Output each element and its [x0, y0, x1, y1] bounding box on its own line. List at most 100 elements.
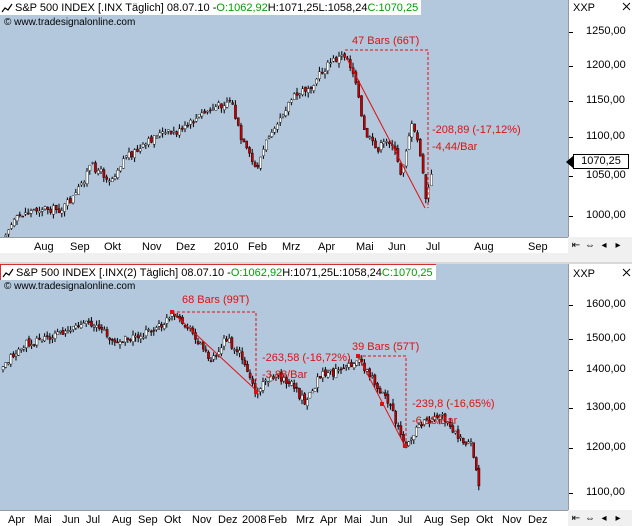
candle-body	[313, 388, 317, 392]
scroll-right-icon[interactable]: ▸	[615, 512, 621, 524]
zoom-out-icon[interactable]: ⇤	[571, 512, 581, 524]
watermark: © www.tradesignalonline.com	[4, 17, 136, 28]
candle-body	[27, 212, 30, 215]
candle-body	[242, 138, 246, 143]
y-tick-label: 1300,00	[586, 401, 626, 413]
candle-body	[295, 92, 299, 96]
candle-body	[64, 330, 67, 334]
candle-body	[443, 413, 447, 422]
candle-body	[161, 131, 165, 134]
candle-body	[90, 320, 93, 327]
chart-line-icon	[1, 2, 13, 14]
candle-body	[152, 135, 156, 145]
candle-body	[357, 81, 361, 98]
candle-body	[382, 141, 386, 144]
candle-body	[49, 208, 52, 213]
x-axis-bottom[interactable]: Apr Mai Jun Jul Aug Sep Okt Nov Dez 2008…	[0, 510, 568, 526]
fit-icon[interactable]: ⇔	[585, 239, 595, 251]
pane-divider[interactable]	[0, 262, 632, 264]
scroll-right-icon[interactable]: ▸	[615, 239, 621, 251]
plot-area-top[interactable]	[0, 0, 568, 237]
candle-body	[340, 54, 344, 57]
candle-body	[113, 339, 117, 343]
candle-body	[27, 338, 31, 347]
scroll-left-icon[interactable]: ◂	[601, 512, 607, 524]
candle-body	[410, 439, 413, 441]
candle-body	[311, 390, 314, 394]
price-chart-top[interactable]	[0, 0, 568, 237]
candle-body	[199, 342, 203, 345]
candle-body	[144, 329, 148, 336]
candle-body	[272, 376, 275, 379]
candle-body	[381, 391, 385, 394]
price-chart-bottom[interactable]	[0, 264, 568, 510]
candle-body	[25, 339, 28, 348]
y-tick-label: 1200,00	[586, 59, 626, 71]
ohlc-high: H:1071,25	[282, 266, 333, 279]
candle-body	[267, 381, 270, 383]
candle-body	[4, 362, 7, 368]
anchor-handle[interactable]	[356, 354, 360, 358]
annotation-rate: -4,44/Bar	[432, 141, 478, 153]
candle-body	[162, 324, 166, 330]
candle-body	[368, 368, 372, 378]
candle-body	[87, 320, 91, 323]
zoom-out-icon[interactable]: ⇤	[571, 239, 581, 251]
candle-body	[30, 344, 34, 346]
chart-pane-bottom[interactable]: S&P 500 INDEX [.INX(2) Täglich] 08.07.10…	[0, 264, 632, 526]
chart-pane-top[interactable]: S&P 500 INDEX [.INX Täglich] 08.07.10 - …	[0, 0, 632, 262]
x-tick-label: Mai	[34, 514, 52, 526]
candle-body	[462, 438, 465, 443]
close-icon[interactable]	[622, 2, 631, 11]
candle-body	[405, 150, 408, 167]
candle-body	[160, 324, 164, 328]
close-icon[interactable]	[622, 268, 631, 277]
candle-body	[227, 338, 231, 343]
candle-body	[334, 368, 338, 379]
x-tick-label: Dez	[528, 514, 548, 526]
y-axis-bottom[interactable]: XXP 1600,00 1500,00 1400,00 1300,00 1200…	[568, 264, 632, 510]
x-tick-label: Apr	[318, 241, 336, 253]
x-tick-label: Nov	[502, 514, 522, 526]
candle-body	[412, 435, 416, 440]
y-axis-top[interactable]: XXP 1250,00 1200,00 1150,00 1100,00 1050…	[568, 0, 632, 237]
candle-body	[214, 355, 218, 357]
candle-body	[290, 381, 294, 386]
candle-body	[66, 199, 69, 206]
candle-body	[20, 348, 23, 351]
candlestick-series	[4, 51, 433, 237]
candle-body	[131, 334, 135, 342]
candle-body	[214, 106, 218, 111]
x-tick-label: Apr	[8, 514, 26, 526]
anchor-handle[interactable]	[403, 444, 407, 448]
x-tick-label: Mrz	[282, 241, 301, 253]
annotation-delta-2: -239,8 (-16,65%)	[412, 398, 495, 410]
x-axis-top[interactable]: Aug Sep Okt Nov Dez 2010 Feb Mrz Apr Mai…	[0, 237, 568, 253]
trend-line-1	[171, 311, 259, 393]
annotation-bars-1: 68 Bars (99T)	[182, 294, 250, 306]
candle-body	[293, 382, 296, 389]
x-tick-label: Feb	[268, 514, 287, 526]
candle-body	[94, 162, 97, 173]
candle-body	[326, 62, 330, 71]
candle-body	[196, 340, 200, 344]
candle-body	[17, 348, 21, 356]
fit-icon[interactable]: ⇔	[585, 512, 595, 524]
candle-body	[97, 324, 101, 329]
candle-body	[472, 442, 476, 458]
anchor-handle[interactable]	[170, 310, 174, 314]
plot-area-bottom[interactable]	[0, 264, 568, 510]
candle-body	[200, 112, 204, 117]
candle-body	[192, 121, 195, 124]
candle-body	[166, 129, 170, 132]
candle-body	[99, 168, 103, 172]
ohlc-close: C:1070,25	[381, 266, 433, 279]
candle-body	[399, 162, 403, 175]
anchor-handle[interactable]	[380, 402, 384, 406]
candle-body	[402, 434, 405, 442]
scroll-left-icon[interactable]: ◂	[601, 239, 607, 251]
candle-body	[378, 388, 382, 394]
anchor-handle[interactable]	[254, 390, 258, 394]
candle-body	[239, 125, 243, 140]
x-tick-label: Aug	[34, 241, 54, 253]
